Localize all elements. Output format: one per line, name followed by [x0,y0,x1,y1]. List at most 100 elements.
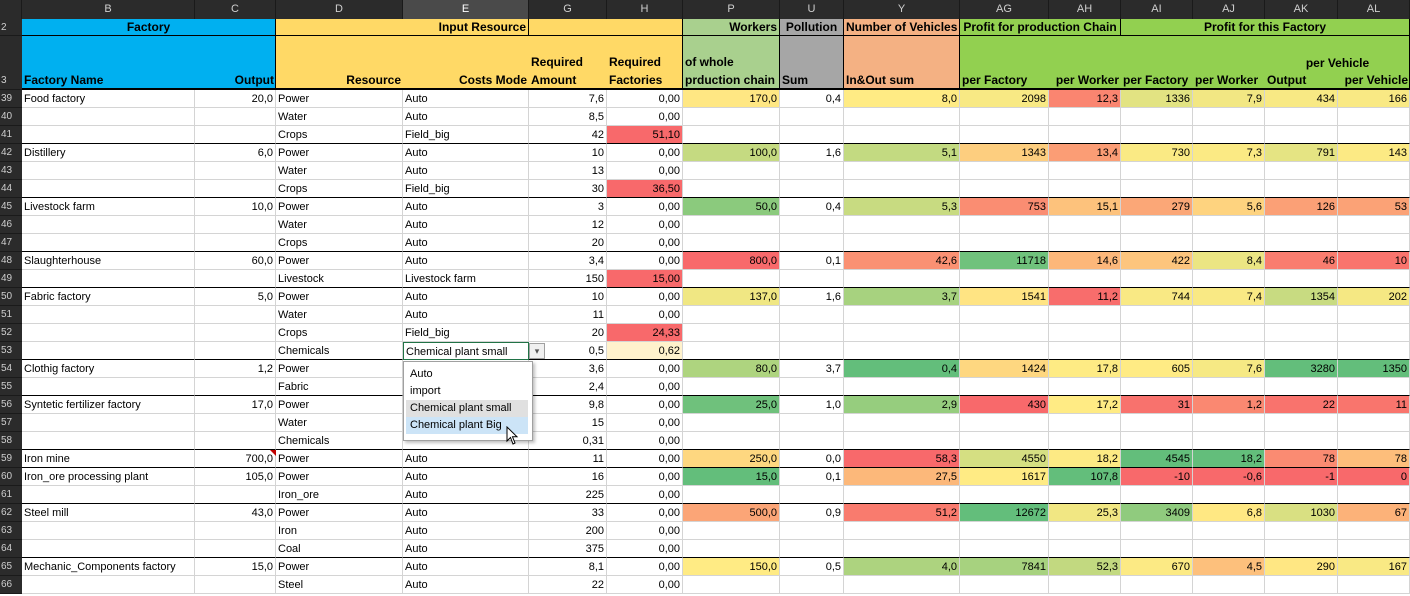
cell-vehicles[interactable] [844,324,960,342]
cell-amount[interactable]: 3 [529,198,607,216]
cell-chain_pw[interactable] [1049,234,1121,252]
cell-amount[interactable]: 225 [529,486,607,504]
cell-name[interactable] [22,324,195,342]
row-header-54[interactable]: 54 [0,360,22,378]
cell-chain_pf[interactable]: 1541 [960,288,1049,306]
cell-workers[interactable] [683,540,780,558]
cell-output[interactable]: 10,0 [195,198,276,216]
cell-resource[interactable]: Power [276,198,403,216]
cell-chain_pw[interactable] [1049,216,1121,234]
cell-fac_pv[interactable] [1338,108,1410,126]
cell-pollution[interactable] [780,180,844,198]
cell-fac_out[interactable] [1265,108,1338,126]
column-header-G[interactable]: G [529,0,607,19]
cell-fac_pf[interactable]: 730 [1121,144,1193,162]
cell-name[interactable] [22,126,195,144]
cell-fac_pf[interactable] [1121,324,1193,342]
cell-mode[interactable]: Chemical plant small [403,342,529,360]
cell-factories[interactable]: 0,00 [607,540,683,558]
cell-fac_out[interactable] [1265,126,1338,144]
cell-output[interactable] [195,306,276,324]
cell-mode[interactable]: Auto [403,522,529,540]
cell-name[interactable] [22,162,195,180]
cell-fac_pv[interactable]: 143 [1338,144,1410,162]
cell-chain_pf[interactable] [960,540,1049,558]
cell-fac_pf[interactable] [1121,126,1193,144]
cell-resource[interactable]: Power [276,504,403,522]
cell-workers[interactable]: 150,0 [683,558,780,576]
column-header-E[interactable]: E [403,0,529,19]
cell-vehicles[interactable]: 3,7 [844,288,960,306]
cell-factories[interactable]: 0,00 [607,216,683,234]
cell-fac_pw[interactable]: 6,8 [1193,504,1265,522]
cell-resource[interactable]: Power [276,360,403,378]
cell-vehicles[interactable] [844,162,960,180]
cell-pollution[interactable]: 1,6 [780,144,844,162]
cell-fac_pf[interactable]: 3409 [1121,504,1193,522]
cell-name[interactable] [22,540,195,558]
cell-pollution[interactable]: 1,6 [780,288,844,306]
row-header-57[interactable]: 57 [0,414,22,432]
cell-vehicles[interactable] [844,378,960,396]
cell-fac_pf[interactable] [1121,576,1193,594]
cell-mode[interactable]: Auto [403,216,529,234]
cell-name[interactable] [22,342,195,360]
cell-resource[interactable]: Power [276,450,403,468]
row-header-47[interactable]: 47 [0,234,22,252]
cell-chain_pw[interactable] [1049,342,1121,360]
row-header-50[interactable]: 50 [0,288,22,306]
cell-mode[interactable] [403,432,529,450]
cell-fac_pf[interactable] [1121,342,1193,360]
cell-amount[interactable]: 7,6 [529,90,607,108]
cell-chain_pw[interactable] [1049,270,1121,288]
cell-fac_pw[interactable] [1193,234,1265,252]
cell-fac_pf[interactable]: 422 [1121,252,1193,270]
cell-fac_pv[interactable] [1338,180,1410,198]
cell-vehicles[interactable]: 4,0 [844,558,960,576]
cell-mode[interactable]: Field_big [403,180,529,198]
header-factory-name[interactable]: Factory Name [24,73,104,87]
cell-resource[interactable]: Chemicals [276,342,403,360]
row-header-48[interactable]: 48 [0,252,22,270]
cell-fac_pw[interactable]: 7,3 [1193,144,1265,162]
cell-vehicles[interactable] [844,414,960,432]
cell-pollution[interactable] [780,162,844,180]
column-header-U[interactable]: U [780,0,844,19]
cell-name[interactable] [22,432,195,450]
cell-fac_pw[interactable]: 7,6 [1193,360,1265,378]
cell-resource[interactable]: Power [276,144,403,162]
cell-workers[interactable]: 170,0 [683,90,780,108]
cell-amount[interactable]: 16 [529,468,607,486]
cell-amount[interactable]: 11 [529,306,607,324]
cell-fac_pw[interactable]: 7,4 [1193,288,1265,306]
cell-amount[interactable]: 22 [529,576,607,594]
cell-fac_pf[interactable] [1121,162,1193,180]
cell-vehicles[interactable]: 27,5 [844,468,960,486]
cell-factories[interactable]: 0,00 [607,252,683,270]
row-header-64[interactable]: 64 [0,540,22,558]
cell-chain_pf[interactable]: 753 [960,198,1049,216]
cell-mode[interactable]: Auto [403,198,529,216]
header-required-amount[interactable]: Required Amount [531,55,584,87]
cell-fac_out[interactable] [1265,576,1338,594]
row-header-2[interactable]: 2 [0,19,22,36]
cell-fac_pf[interactable] [1121,522,1193,540]
cell-amount[interactable]: 15 [529,414,607,432]
cell-pollution[interactable]: 0,0 [780,450,844,468]
cell-fac_pv[interactable] [1338,414,1410,432]
cell-name[interactable] [22,486,195,504]
row-header-56[interactable]: 56 [0,396,22,414]
cell-resource[interactable]: Steel [276,576,403,594]
cell-fac_pv[interactable] [1338,432,1410,450]
cell-chain_pw[interactable]: 15,1 [1049,198,1121,216]
cell-output[interactable]: 5,0 [195,288,276,306]
cell-vehicles[interactable]: 2,9 [844,396,960,414]
cell-amount[interactable]: 200 [529,522,607,540]
row-header-43[interactable]: 43 [0,162,22,180]
cell-fac_pf[interactable]: 4545 [1121,450,1193,468]
cell-chain_pf[interactable] [960,216,1049,234]
cell-fac_pv[interactable] [1338,522,1410,540]
cell-workers[interactable]: 250,0 [683,450,780,468]
cell-workers[interactable] [683,270,780,288]
cell-output[interactable] [195,522,276,540]
